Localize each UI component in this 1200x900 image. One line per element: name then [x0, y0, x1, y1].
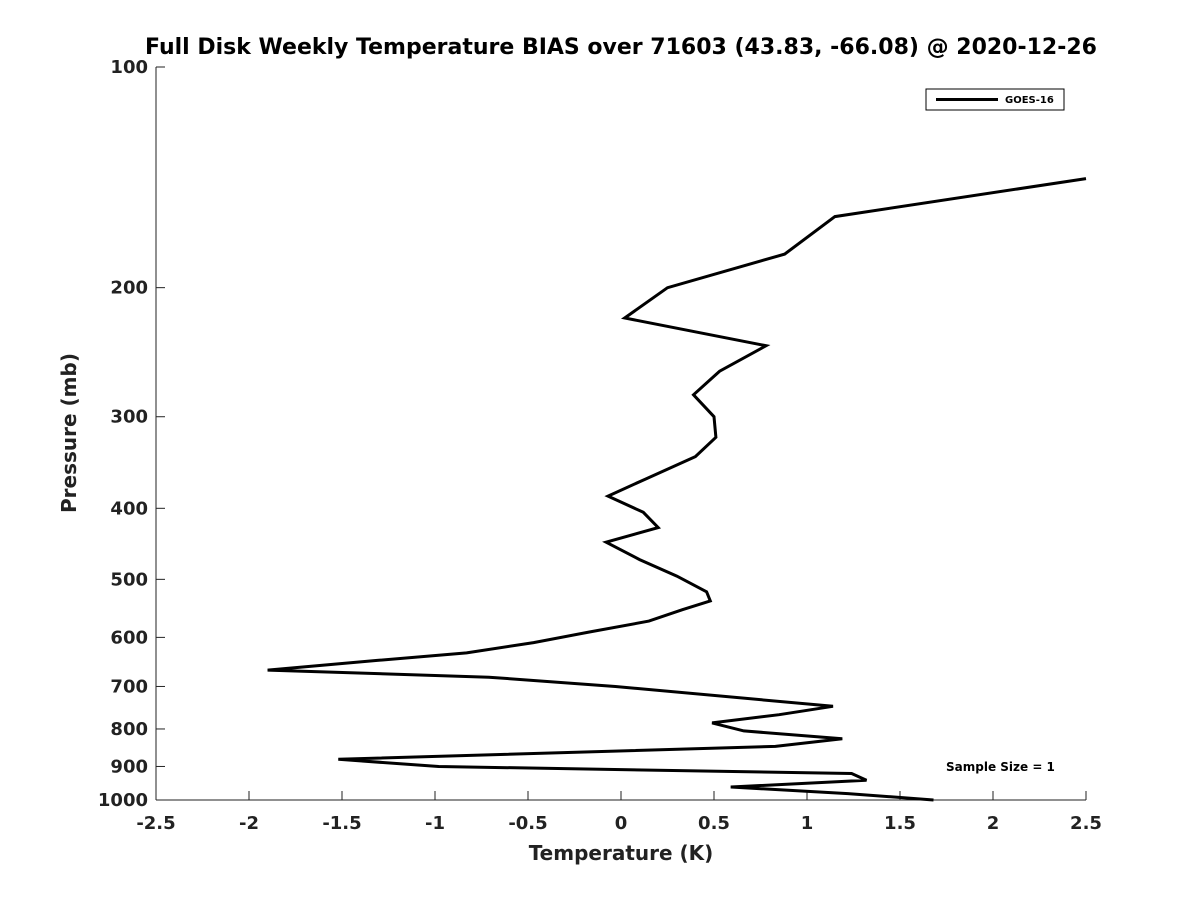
y-axis-label: Pressure (mb) — [57, 353, 81, 513]
y-tick-label: 400 — [110, 498, 148, 519]
y-tick-label: 800 — [110, 719, 148, 740]
x-tick-label: 0.5 — [698, 813, 730, 834]
x-tick-label: 1 — [801, 813, 814, 834]
x-tick-label: -0.5 — [508, 813, 547, 834]
x-tick-label: -2.5 — [136, 813, 175, 834]
x-tick-label: -1.5 — [322, 813, 361, 834]
y-tick-label: 300 — [110, 407, 148, 428]
y-tick-label: 900 — [110, 756, 148, 777]
y-tick-label: 500 — [110, 569, 148, 590]
y-tick-label: 100 — [110, 57, 148, 78]
x-tick-label: -2 — [239, 813, 259, 834]
y-ticks: 100 200 300 400 500 600 700 800 900 1000 — [98, 57, 165, 811]
legend-label-goes-16: GOES-16 — [1005, 95, 1054, 106]
x-tick-label: 2 — [987, 813, 1000, 834]
y-tick-label: 700 — [110, 676, 148, 697]
sample-size-annotation: Sample Size = 1 — [946, 760, 1055, 774]
y-tick-label: 200 — [110, 278, 148, 299]
series-layer — [267, 177, 1087, 802]
chart-title: Full Disk Weekly Temperature BIAS over 7… — [145, 35, 1097, 60]
x-ticks: -2.5 -2 -1.5 -1 -0.5 0 0.5 1 1.5 2 2.5 — [136, 791, 1102, 834]
x-tick-label: 1.5 — [884, 813, 916, 834]
y-tick-label: 1000 — [98, 790, 148, 811]
x-tick-label: 0 — [615, 813, 628, 834]
x-tick-label: -1 — [425, 813, 445, 834]
series-line-goes-16 — [267, 177, 1087, 802]
legend: GOES-16 — [925, 88, 1065, 111]
x-axis-label: Temperature (K) — [529, 841, 714, 865]
x-tick-label: 2.5 — [1070, 813, 1102, 834]
y-tick-label: 600 — [110, 627, 148, 648]
